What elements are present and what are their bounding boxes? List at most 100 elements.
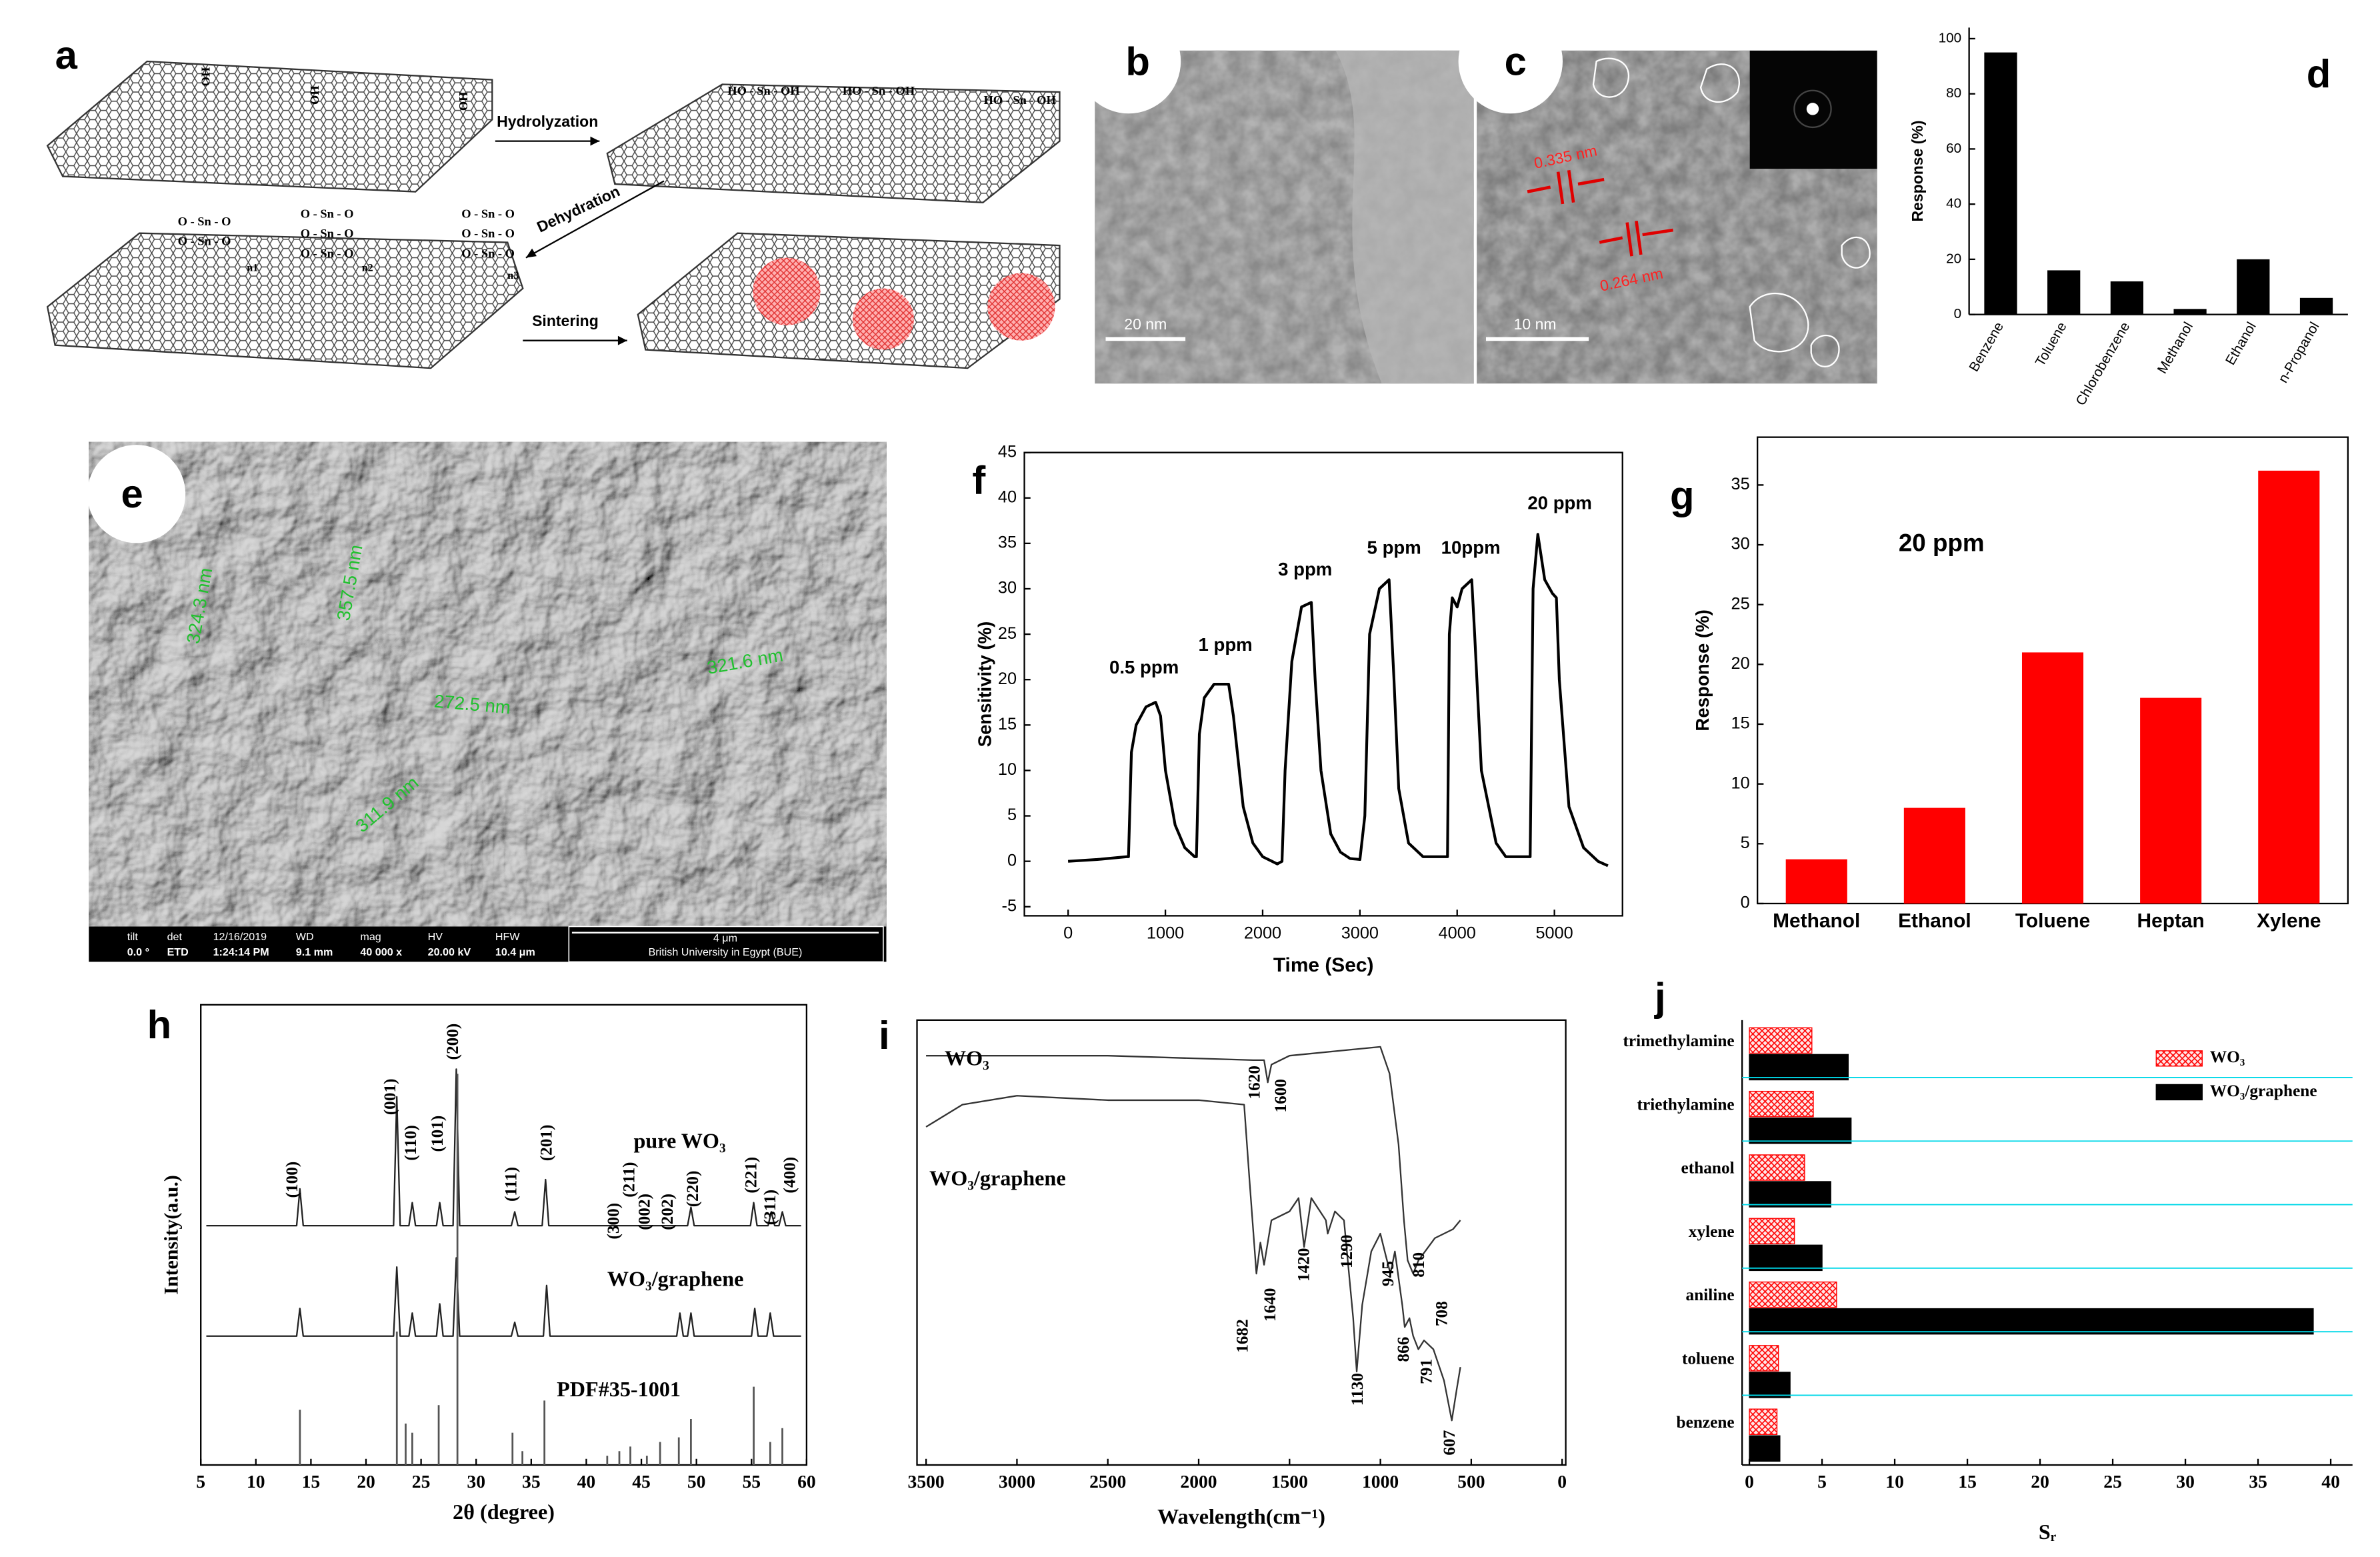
bar [2021, 652, 2084, 904]
bar [1749, 1181, 1831, 1208]
x-tick-label: Toluene [2015, 910, 2090, 932]
particle-outline [1749, 292, 1809, 353]
y-tick-label: 20 [998, 669, 1017, 688]
y-tick-label: 10 [1731, 773, 1750, 792]
panel-letter: f [972, 457, 986, 502]
x-tick-label: 500 [1457, 1471, 1485, 1492]
bar [1749, 1054, 1849, 1081]
letter-badge [87, 445, 186, 543]
y-axis-label: Response (%) [1909, 120, 1926, 221]
y-axis-label: Intensity(a.u.) [161, 1175, 183, 1294]
chart: i 3500 3000 2500 2000 1500 1000 500 0 Wavelength(… [879, 1013, 1567, 1528]
series-label: WO₃/graphene [929, 1166, 1066, 1190]
sem-texture [89, 441, 887, 927]
chem-label: OH [308, 85, 321, 105]
bar [1749, 1435, 1781, 1462]
bar [1984, 52, 2017, 315]
chart: h 5 10 15 20 25 30 35 40 45 50 55 60 Intensity(a.u.) 2… [147, 1002, 816, 1524]
x-tick-label: 30 [2176, 1471, 2195, 1492]
x-tick-label: Heptan [2137, 910, 2205, 932]
peak-label: 708 [1432, 1301, 1451, 1326]
peak-label: (400) [781, 1157, 799, 1194]
bar [2299, 297, 2333, 315]
legend-label: WO₃ [2210, 1048, 2245, 1066]
y-tick-label: 20 [1731, 654, 1750, 673]
scale-label: 10 nm [1514, 315, 1557, 333]
annotation: 20 ppm [1899, 529, 1985, 556]
panel-b: b 20 nm [1076, 9, 1474, 384]
bar [2140, 697, 2202, 904]
y-tick-label: toluene [1682, 1350, 1735, 1368]
chem-label: O - Sn - O [178, 235, 231, 248]
bar [1785, 859, 1847, 904]
peak-label: (221) [742, 1157, 761, 1194]
peak-label: (211) [619, 1162, 638, 1197]
x-tick-label: 35 [2249, 1471, 2267, 1492]
x-tick-label: 2000 [1244, 924, 1281, 943]
bar [1749, 1244, 1823, 1272]
bar [1749, 1027, 1813, 1054]
x-tick-label: 0 [1557, 1471, 1567, 1492]
graphene-sheet [637, 232, 1061, 369]
x-tick-label: 3000 [1341, 924, 1379, 943]
chart: f -5 0 5 10 15 20 25 30 35 40 45 0 1000 2000 3000 4000 50… [972, 442, 1623, 976]
arrow-head [590, 136, 600, 146]
x-tick-label: Xylene [2257, 910, 2321, 932]
bar [2258, 470, 2320, 904]
x-tick-label: Ethanol [1898, 910, 1971, 932]
y-tick-label: 25 [1731, 594, 1750, 613]
x-tick-label: 20 [357, 1471, 375, 1492]
sem-info-value: 20.00 kV [428, 946, 471, 958]
peak-label: (311) [761, 1190, 779, 1225]
plot-frame [200, 1004, 808, 1466]
x-tick-label: 5 [1817, 1471, 1827, 1492]
chem-label: O - Sn - O [178, 215, 231, 228]
chem-subscript: n2 [362, 262, 373, 273]
scale-box [568, 926, 884, 963]
x-tick-label: 50 [687, 1471, 706, 1492]
x-tick-label: 20 [2031, 1471, 2049, 1492]
y-tick-label: 15 [1731, 714, 1750, 733]
y-tick-label: 15 [998, 715, 1017, 733]
y-tick-label: 0 [1007, 851, 1017, 870]
arrow [525, 180, 665, 259]
peak-label: (300) [604, 1203, 623, 1240]
chem-label: OH [457, 92, 470, 111]
sem-info-value: 10.4 μm [495, 946, 535, 958]
graphene-sheet [46, 60, 493, 193]
x-axis-label: 2θ (degree) [453, 1500, 555, 1524]
sem-info-label: mag [360, 931, 381, 943]
x-tick-label: 25 [2103, 1471, 2122, 1492]
bar [1749, 1308, 2314, 1335]
chem-label: O - Sn - O [461, 227, 515, 240]
x-axis-label: Wavelength(cm⁻¹) [1157, 1504, 1325, 1528]
arrow-head [525, 248, 537, 258]
plot-frame [1023, 451, 1623, 917]
peak-label: 1290 [1337, 1234, 1356, 1268]
chem-label: O - Sn - O [461, 247, 515, 260]
line-series [206, 1257, 801, 1337]
chart: d 0 20 40 60 80 100 Response (%) Benzene Toluene C… [1909, 27, 2348, 408]
peak-label: 866 [1394, 1337, 1413, 1362]
x-tick-label: Methanol [2155, 319, 2196, 376]
x-tick-label: Methanol [1773, 910, 1860, 932]
series-label: pure WO₃ [633, 1128, 725, 1152]
annotation: 5 ppm [1367, 537, 1421, 557]
x-tick-label: Chlorobenzene [2073, 319, 2133, 408]
x-tick-label: 0 [1745, 1471, 1754, 1492]
peak-label: (110) [401, 1125, 420, 1160]
peak-label: 810 [1409, 1252, 1428, 1278]
peak-label: 945 [1379, 1261, 1397, 1286]
peak-label: (001) [381, 1078, 399, 1115]
x-tick-label: 60 [797, 1471, 816, 1492]
peak-label: 1640 [1261, 1288, 1279, 1322]
x-tick-label: 2500 [1089, 1471, 1126, 1492]
series-label: WO₃ [945, 1046, 989, 1070]
x-tick-label: Benzene [1966, 319, 2007, 374]
y-tick-label: 30 [1731, 535, 1750, 553]
annotation: 3 ppm [1278, 559, 1332, 579]
panel-letter: h [147, 1002, 172, 1047]
panel-letter: a [55, 33, 78, 77]
chem-label: HO - Sn - OH [843, 84, 915, 97]
